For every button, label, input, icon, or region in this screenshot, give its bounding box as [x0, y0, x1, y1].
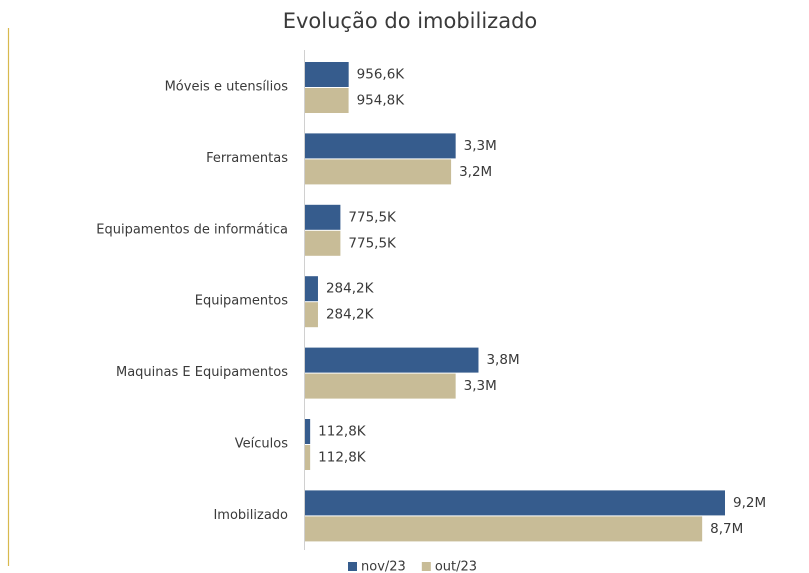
legend-label: out/23: [435, 560, 477, 573]
legend-swatch: [348, 562, 357, 571]
bar: [305, 373, 456, 399]
bar: [305, 230, 341, 256]
category-label: Móveis e utensílios: [165, 80, 289, 95]
category-label: Veículos: [235, 437, 288, 452]
bar: [305, 302, 318, 328]
bar: [305, 490, 725, 516]
value-label: 956,6K: [357, 67, 406, 83]
value-label: 112,8K: [318, 424, 367, 440]
legend-swatch: [421, 562, 431, 571]
value-label: 284,2K: [326, 281, 375, 297]
bar: [305, 347, 479, 373]
value-label: 775,5K: [348, 235, 397, 251]
value-label: 3,2M: [459, 164, 492, 180]
category-label: Maquinas E Equipamentos: [116, 365, 288, 380]
bar: [305, 159, 452, 185]
bar: [305, 276, 318, 302]
value-label: 8,7M: [710, 521, 743, 537]
category-label: Imobilizado: [213, 508, 288, 523]
value-label: 112,8K: [318, 450, 367, 466]
value-label: 284,2K: [326, 307, 375, 323]
value-label: 954,8K: [357, 93, 406, 109]
value-label: 3,3M: [464, 378, 497, 394]
bar: [305, 133, 456, 159]
bar: [305, 419, 311, 444]
bar: [305, 204, 341, 230]
chart-title: Evolução do imobilizado: [283, 9, 538, 33]
bar: [305, 88, 349, 113]
value-label: 775,5K: [348, 209, 397, 225]
value-label: 3,3M: [464, 138, 497, 154]
bar: [305, 62, 349, 87]
category-label: Equipamentos: [195, 294, 288, 309]
value-label: 3,8M: [486, 352, 519, 368]
legend-label: nov/23: [361, 560, 406, 573]
bar: [305, 516, 703, 542]
category-label: Ferramentas: [206, 151, 288, 166]
category-label: Equipamentos de informática: [96, 222, 288, 237]
bar: [305, 445, 311, 470]
value-label: 9,2M: [733, 495, 766, 511]
